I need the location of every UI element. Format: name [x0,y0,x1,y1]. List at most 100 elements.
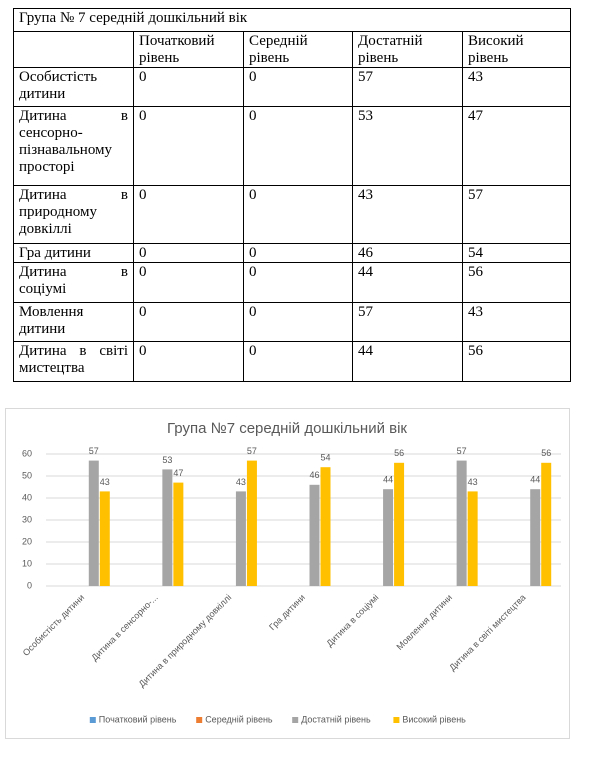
data-table: Група № 7 середній дошкільний вік Початк… [13,8,571,382]
data-label: 44 [530,475,540,485]
table-row: Особистість дитини 0 0 57 43 [13,67,571,107]
table-row: Гра дитини 0 0 46 54 [13,243,571,263]
data-label: 54 [320,453,330,463]
data-label: 56 [394,448,404,458]
value-cell: 57 [352,67,463,107]
bar [235,491,246,586]
header-cell: Середній рівень [243,31,353,68]
y-tick-label: 10 [22,558,32,568]
value-cell: 0 [133,67,244,107]
bar [467,491,478,586]
value-cell: 0 [243,67,353,107]
value-cell: 0 [243,262,353,303]
value-cell: 43 [462,67,571,107]
value-cell: 0 [133,341,244,382]
bar [162,469,173,586]
value-cell: 43 [352,185,463,244]
x-tick-label: Дитина в світі мистецтва [447,592,527,672]
y-tick-label: 50 [22,470,32,480]
data-label: 44 [383,475,393,485]
y-tick-label: 60 [22,448,32,458]
header-cell: Високий рівень [462,31,571,68]
title-row: Група № 7 середній дошкільний вік [13,8,571,32]
data-label: 43 [468,477,478,487]
header-row: Початковий рівень Середній рівень Достатні… [13,31,571,68]
value-cell: 56 [462,262,571,303]
value-cell: 54 [462,243,571,263]
data-label: 43 [100,477,110,487]
bar [320,467,331,586]
value-cell: 0 [133,185,244,244]
chart-title: Група №7 середній дошкільний вік [167,420,407,437]
legend-swatch [393,717,400,723]
value-cell: 0 [133,243,244,263]
row-label: Дитина в соціумі [13,262,134,303]
data-label: 56 [541,448,551,458]
row-label: Дитина в сенсорно-пізнавальному просторі [13,106,134,186]
legend-label: Початковий рівень [99,714,177,724]
value-cell: 0 [133,262,244,303]
row-label: Дитина в природному довкіллі [13,185,134,244]
value-cell: 0 [243,243,353,263]
table-row: Мовлення дитини 0 0 57 43 [13,302,571,342]
value-cell: 57 [462,185,571,244]
row-label: Мовлення дитини [13,302,134,342]
legend-swatch [196,717,203,723]
data-label: 57 [89,446,99,456]
header-cell: Початковий рівень [133,31,244,68]
table-row: Дитина в природному довкіллі 0 0 43 57 [13,185,571,244]
value-cell: 44 [352,341,463,382]
chart-frame: Група №7 середній дошкільний вік 0 10 20 30… [5,408,570,739]
value-cell: 53 [352,106,463,186]
row-label: Дитина в світі мистецтва [13,341,134,382]
x-tick-label: Особистість дитини [21,592,87,658]
header-cell [13,31,134,68]
value-cell: 0 [133,106,244,186]
legend-label: Середній рівень [205,714,273,724]
value-cell: 0 [133,302,244,342]
bar [99,491,110,586]
x-tick-label: Гра дитини [267,592,307,632]
table-title: Група № 7 середній дошкільний вік [13,8,571,32]
header-cell: Достатній рівень [352,31,463,68]
bar [246,460,257,586]
data-label: 47 [173,468,183,478]
table-row: Дитина в сенсорно-пізнавальному просторі… [13,106,571,186]
data-label: 57 [247,446,257,456]
bar [456,460,467,586]
x-tick-label: Дитина в сенсорно-... [89,592,159,662]
y-tick-label: 0 [27,580,32,590]
table-body: Група № 7 середній дошкільний вік Початк… [13,8,571,382]
row-label: Особистість дитини [13,67,134,107]
x-tick-label: Дитина в соціумі [324,592,380,648]
data-label: 53 [162,455,172,465]
value-cell: 0 [243,106,353,186]
value-cell: 44 [352,262,463,303]
table-row: Дитина в світі мистецтва 0 0 44 56 [13,341,571,382]
value-cell: 0 [243,341,353,382]
data-label: 57 [457,446,467,456]
bar [173,482,184,586]
table-row: Дитина в соціумі 0 0 44 56 [13,262,571,303]
y-tick-label: 20 [22,536,32,546]
data-label: 46 [309,470,319,480]
legend-swatch [89,717,96,723]
y-tick-label: 30 [22,514,32,524]
data-label: 43 [236,477,246,487]
legend-label: Достатній рівень [301,714,371,724]
legend-swatch [292,717,299,723]
value-cell: 57 [352,302,463,342]
value-cell: 0 [243,185,353,244]
row-label: Гра дитини [13,243,134,263]
y-tick-label: 40 [22,492,32,502]
chart: Група №7 середній дошкільний вік 0 10 20 30… [21,420,561,724]
bar [541,462,552,586]
value-cell: 0 [243,302,353,342]
value-cell: 56 [462,341,571,382]
bar [88,460,99,586]
value-cell: 43 [462,302,571,342]
bar [309,484,320,586]
bar [394,462,405,586]
bar [530,489,541,586]
